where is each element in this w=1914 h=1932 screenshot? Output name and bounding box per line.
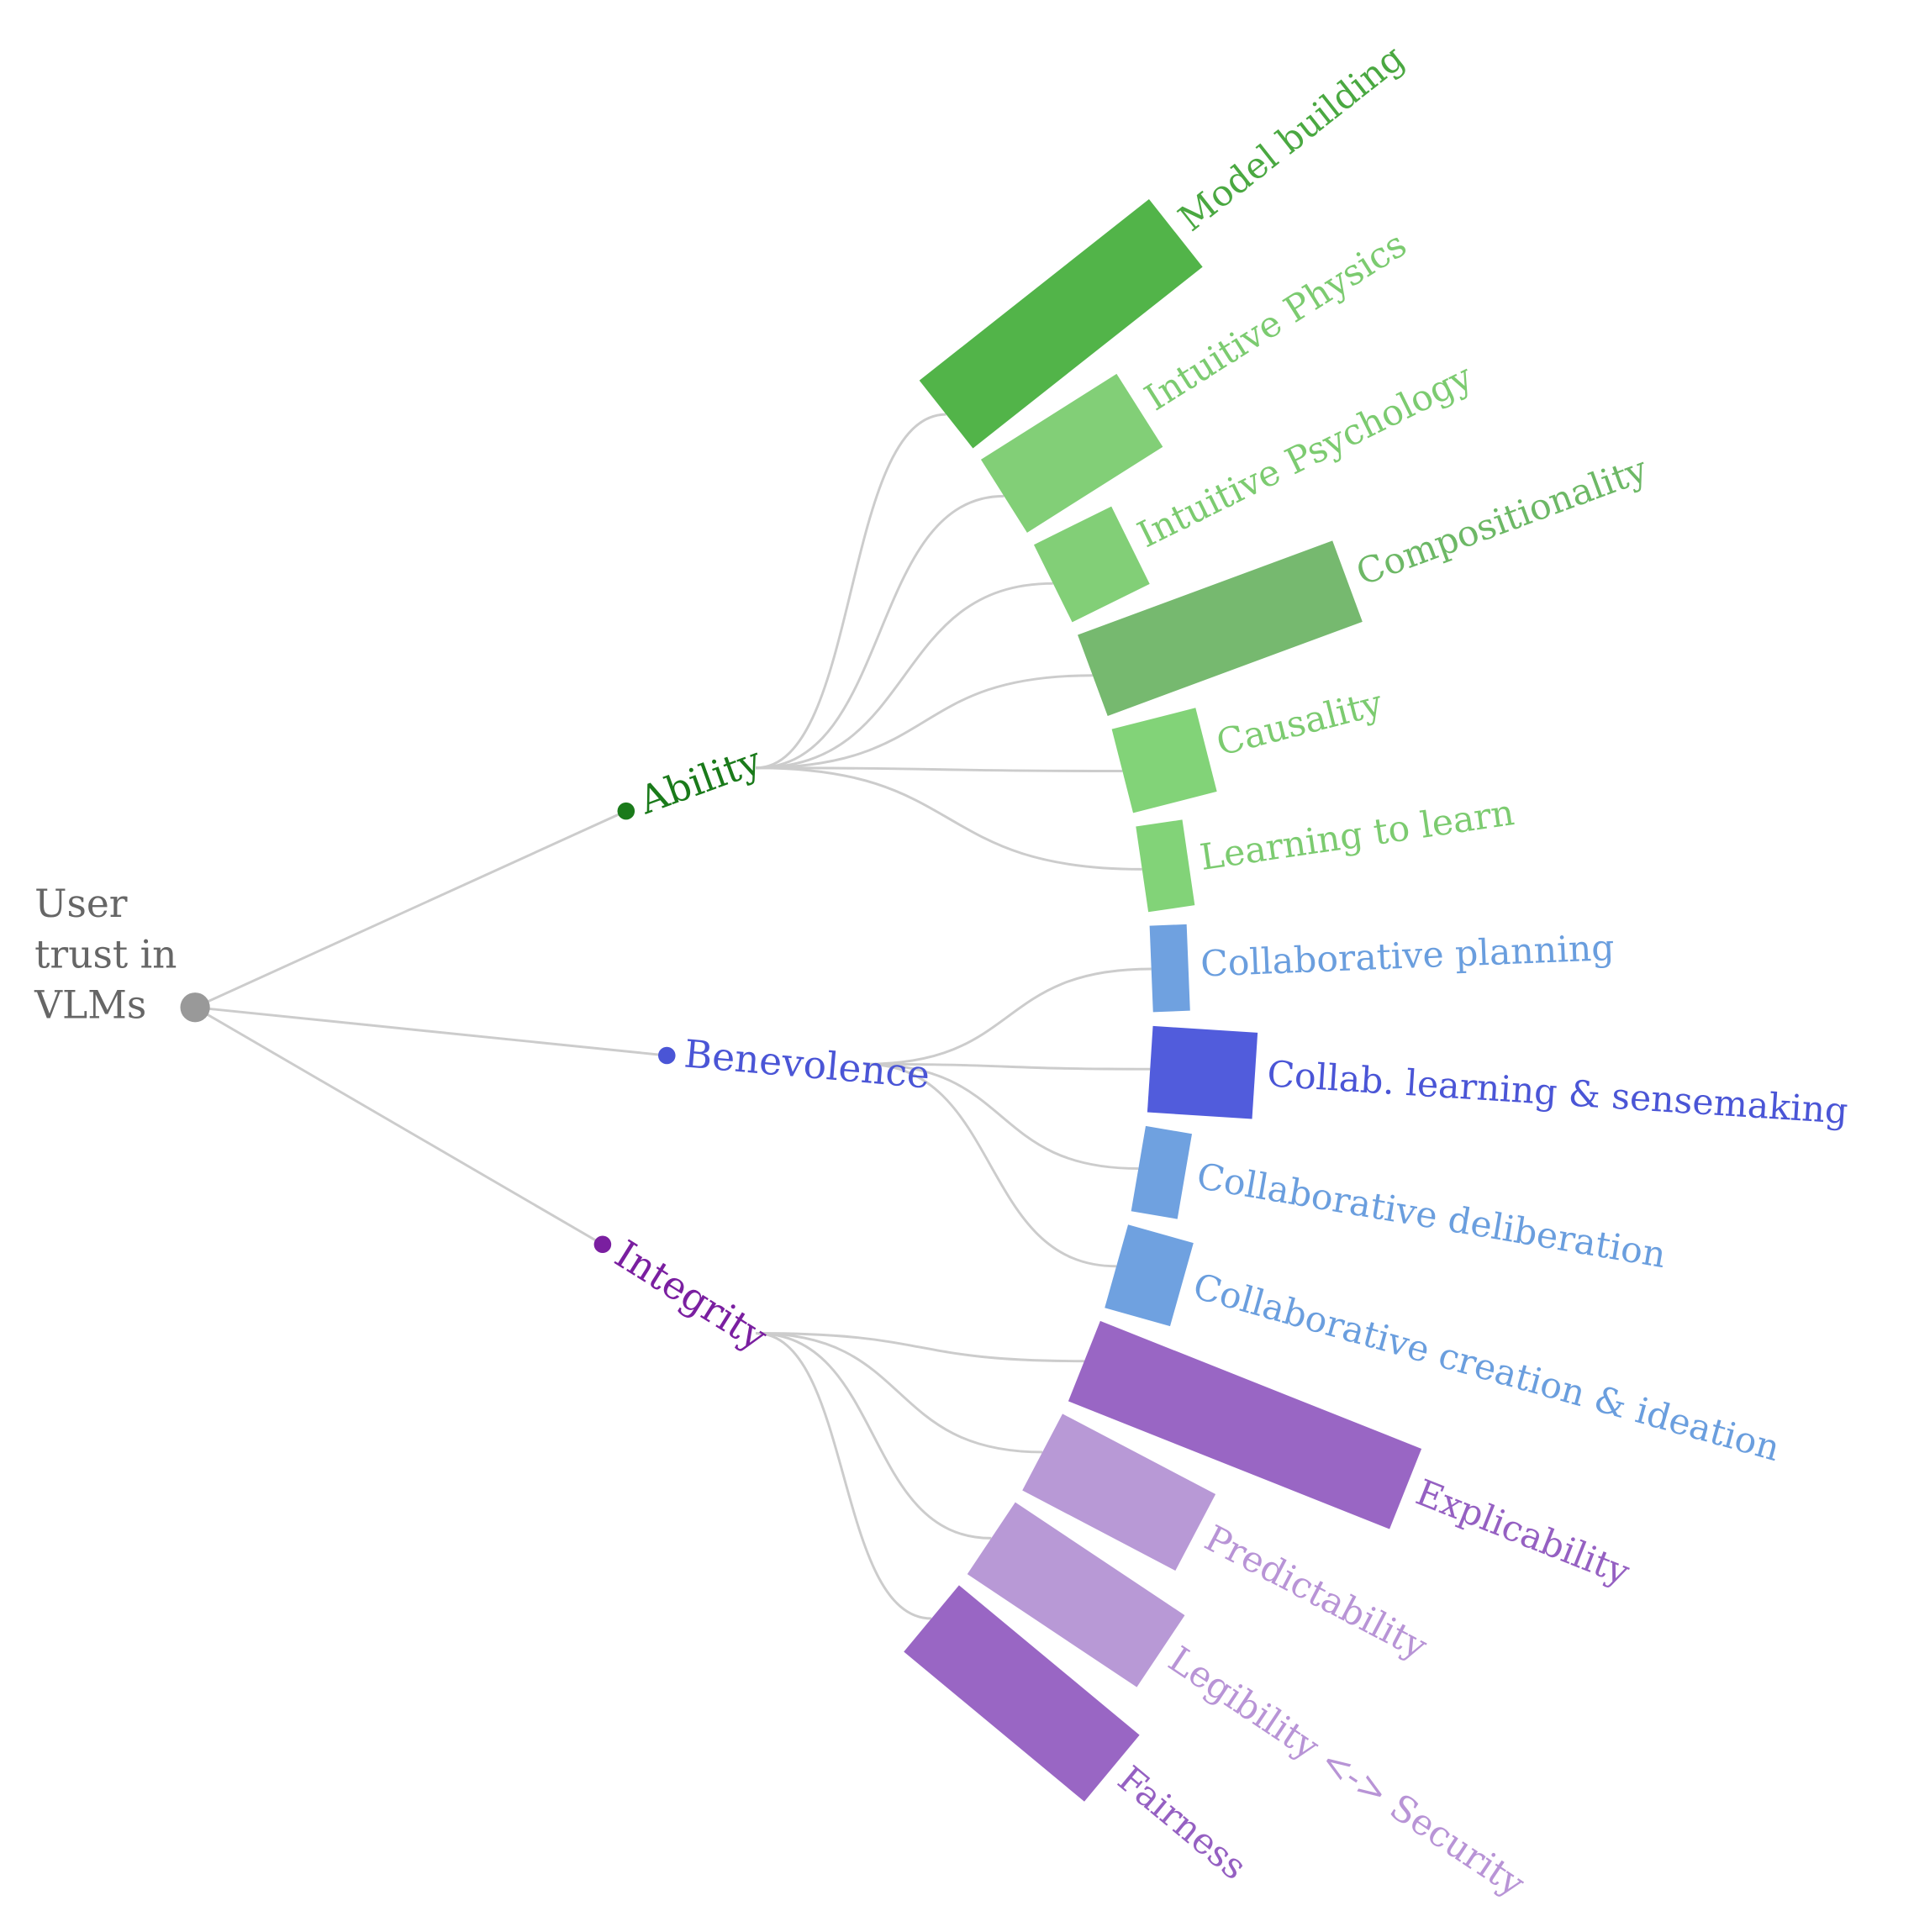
- leaf-bar: [1022, 1413, 1216, 1571]
- leaf: [1022, 1413, 1216, 1571]
- leaf-link: [756, 582, 1053, 770]
- leaf: [1078, 540, 1363, 716]
- leaf-label: Compositionality: [1351, 449, 1653, 594]
- leaf-bar: [1068, 1320, 1422, 1529]
- bars: [904, 198, 1422, 1802]
- root-node: [180, 992, 210, 1023]
- leaf-label: Predictability: [1198, 1518, 1434, 1668]
- leaf-link: [864, 1062, 1117, 1268]
- leaf-link: [756, 1332, 1043, 1454]
- leaf-label-group: Fairness: [1110, 1758, 1254, 1888]
- leaf-bar: [1111, 708, 1217, 813]
- leaf-label: Model building: [1171, 37, 1412, 240]
- leaf-link: [864, 967, 1152, 1066]
- leaf-label-group: Collaborative deliberation: [1194, 1156, 1669, 1277]
- leaf-label: Fairness: [1110, 1758, 1254, 1888]
- leaf-label-group: Explicability: [1410, 1471, 1636, 1594]
- root-link: [194, 809, 627, 1009]
- leaf-bar: [967, 1502, 1185, 1687]
- leaf-bar: [1149, 924, 1190, 1013]
- leaf-bar: [980, 373, 1163, 533]
- root-link: [194, 1006, 667, 1057]
- leaf-label: Learning to learn: [1197, 792, 1516, 879]
- leaf-link: [756, 413, 946, 770]
- leaf-label-group: Collaborative planning: [1200, 927, 1615, 986]
- leaf-bar: [919, 198, 1203, 449]
- leaf: [967, 1502, 1185, 1687]
- leaf-link: [756, 1332, 992, 1540]
- leaf-bar: [1105, 1224, 1194, 1327]
- root-label: User: [34, 882, 128, 926]
- leaf-bar: [904, 1585, 1140, 1802]
- leaf-label-group: Learning to learn: [1197, 792, 1516, 879]
- leaf-label-group: Collab. learning & sensemaking: [1266, 1053, 1849, 1133]
- leaf-bar: [1033, 506, 1150, 623]
- leaf-link: [864, 1062, 1151, 1071]
- branch-label: Ability: [633, 738, 767, 823]
- branch-node: [593, 1235, 612, 1254]
- leaf-label: Collaborative deliberation: [1194, 1156, 1669, 1277]
- leaf-link: [756, 1332, 932, 1620]
- leaf: [1068, 1320, 1422, 1529]
- leaf-link: [864, 1062, 1139, 1171]
- leaf: [1111, 708, 1217, 813]
- leaf-bar: [1078, 540, 1363, 716]
- leaf-link: [756, 674, 1093, 770]
- leaf-bar: [1147, 1025, 1258, 1119]
- leaf: [1136, 819, 1195, 913]
- leaf-link: [756, 766, 1142, 871]
- leaf: [1147, 1025, 1258, 1119]
- leaf-label-group: Predictability: [1198, 1518, 1434, 1668]
- root-label: trust in: [34, 932, 177, 977]
- leaf-label: Collaborative planning: [1200, 927, 1615, 986]
- branch-node: [617, 802, 635, 820]
- leaf-label: Causality: [1212, 682, 1386, 765]
- leaf-bar: [1131, 1125, 1193, 1219]
- leaf-link: [756, 494, 1004, 770]
- leaf-bar: [1136, 819, 1195, 913]
- links: [194, 413, 1152, 1620]
- leaf-link: [756, 766, 1123, 772]
- branch-label: Benevolence: [683, 1031, 932, 1097]
- leaf: [1131, 1125, 1193, 1219]
- leaf: [1105, 1224, 1194, 1327]
- leaf: [980, 373, 1163, 533]
- root-label: VLMs: [34, 983, 146, 1028]
- leaf-label: Collab. learning & sensemaking: [1266, 1053, 1849, 1133]
- leaf: [1033, 506, 1150, 623]
- leaf: [919, 198, 1203, 449]
- leaf: [904, 1585, 1140, 1802]
- leaf-label-group: Compositionality: [1351, 449, 1653, 594]
- root-link: [194, 1006, 604, 1246]
- branch-label: Integrity: [607, 1232, 775, 1360]
- leaf-label: Explicability: [1410, 1471, 1636, 1594]
- leaf-label-group: Causality: [1212, 682, 1386, 765]
- branch-node: [657, 1046, 676, 1065]
- leaf: [1149, 924, 1190, 1013]
- leaf-link: [756, 1332, 1084, 1363]
- leaf-label-group: Model building: [1171, 37, 1412, 240]
